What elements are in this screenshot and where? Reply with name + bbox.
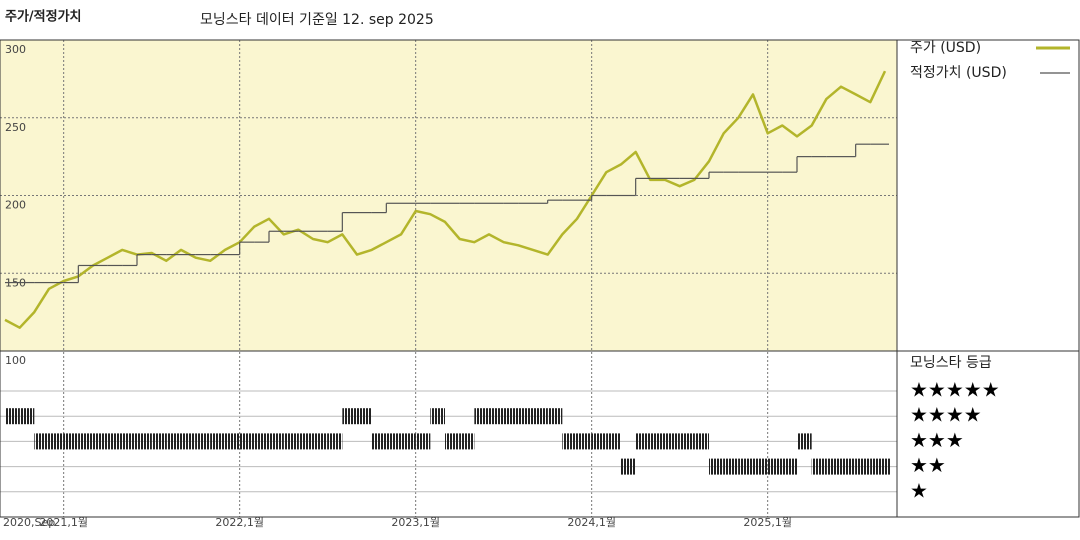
legend-label: 주가 (USD) [910,40,981,56]
rating-bar [841,458,856,475]
rating-bar [415,433,431,450]
rating-bar [621,458,636,475]
rating-bar [210,433,225,450]
rating-bar [93,433,108,450]
rating-bar [254,433,269,450]
rating-bar [34,433,49,450]
rating-bar [870,458,885,475]
rating-bar [885,458,891,475]
chart-title: 주가/적정가치 [5,9,82,25]
rating-bar [738,458,753,475]
price-line [4,70,887,329]
y-tick-label: 200 [5,199,26,212]
rating-bar [679,433,695,450]
rating-bar [767,458,783,475]
rating-bar [78,433,93,450]
rating-label: ★★★★ [910,403,982,427]
rating-label: ★★★ [910,428,964,452]
rating-bar [518,408,533,425]
rating-bar [445,433,460,450]
rating-bar [371,433,387,450]
rating-bar [709,458,724,475]
rating-bar [327,433,343,450]
rating-bar [5,408,20,425]
rating-bar [122,433,137,450]
rating-bar [239,433,255,450]
rating-bar [19,408,35,425]
rating-bar [811,458,827,475]
x-tick-label: 2024,1월 [567,516,616,529]
rating-bar [650,433,665,450]
rating-bar [269,433,284,450]
rating-bar [107,433,123,450]
rating-bar [489,408,504,425]
rating-bar [151,433,167,450]
rating-bar [386,433,401,450]
rating-bar [562,433,577,450]
rating-bar [533,408,548,425]
rating-bar [225,433,240,450]
rating-bar [63,433,79,450]
rating-bar [430,408,445,425]
rating-bar [826,458,841,475]
rating-bar [137,433,152,450]
rating-bar [283,433,299,450]
rating-bar [635,433,651,450]
rating-bar [342,408,357,425]
x-tick-label: 2025,1월 [743,516,792,529]
frame [0,39,1080,518]
rating-bar [591,433,607,450]
rating-bar [401,433,416,450]
rating-label: ★★ [910,453,946,477]
rating-bar [577,433,592,450]
rating-bar [606,433,621,450]
chart-subtitle: 모닝스타 데이터 기준일 12. sep 2025 [200,12,434,28]
rating-bar [313,433,328,450]
rating-bar [855,458,871,475]
rating-bar [298,433,313,450]
x-tick-label: 2021,1월 [39,516,88,529]
rating-bar [503,408,519,425]
legend-label: 적정가치 (USD) [910,65,1007,81]
rating-bar [665,433,680,450]
rating-bar [181,433,196,450]
rating-bar [723,458,739,475]
rating-bar [49,433,64,450]
rating-bar [166,433,181,450]
y-tick-label: 300 [5,43,26,56]
y-tick-label: 100 [5,354,26,367]
rating-bar [694,433,709,450]
rating-label: ★ [910,478,928,502]
rating-bar [797,433,812,450]
rating-bar [459,433,475,450]
rating-bar [474,408,489,425]
rating-bar [547,408,563,425]
rating-bar [753,458,768,475]
x-tick-label: 2023,1월 [391,516,440,529]
rating-bar [782,458,797,475]
rating-bar [195,433,211,450]
rating-bar [357,408,372,425]
rating-label: ★★★★★ [910,378,1000,402]
y-tick-label: 250 [5,121,26,134]
x-tick-label: 2022,1월 [215,516,264,529]
x-tick-label: 2020,Sep [3,516,55,529]
legend-title: 모닝스타 등급 [910,355,992,371]
